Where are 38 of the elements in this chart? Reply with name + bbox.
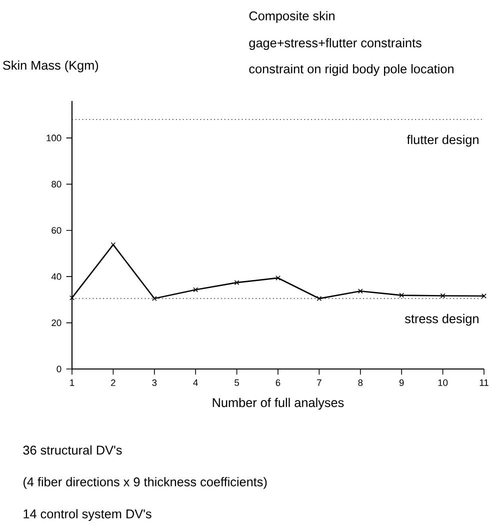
y-tick-label: 40 (51, 273, 62, 280)
text: (4 fiber directions x 9 thickness coefficients) (24, 477, 267, 489)
x-tick-label: 3 (152, 379, 157, 386)
x-tick-label: 7 (317, 379, 322, 386)
point (234, 280, 240, 286)
text: 36 structural DV's (23, 445, 122, 455)
chart-subtitle: gage+stress+flutter constraints (249, 38, 422, 50)
point (110, 242, 116, 248)
point (152, 296, 157, 302)
y-tick-label: 80 (52, 180, 62, 188)
x-axis-title: Number of full analyses (212, 398, 344, 410)
point (276, 275, 280, 280)
x-tick-label: 8 (358, 379, 363, 386)
x-tick-label: 5 (234, 379, 239, 386)
point (358, 288, 363, 294)
y-axis-title: Skin Mass (Kgm) (3, 60, 98, 72)
y-tick-label: 60 (52, 227, 62, 234)
x-tick-label: 6 (276, 379, 280, 386)
x-tick-label: 11 (480, 379, 488, 386)
point (399, 292, 404, 298)
x-tick-label: 10 (438, 379, 448, 386)
point (316, 296, 322, 302)
text: constraint on rigid body pole location (249, 64, 454, 76)
point (482, 294, 486, 298)
x-tick-label: 1 (70, 379, 74, 386)
x-tick-label: 2 (111, 379, 116, 386)
point (193, 287, 198, 292)
y-tick-label: 20 (52, 320, 62, 326)
y-tick-label: 0 (56, 366, 62, 372)
text: 14 control system DV's (24, 509, 152, 521)
chart-title: Composite skin (249, 11, 334, 23)
ref-line-label: stress design (405, 314, 478, 326)
x-tick-label: 9 (399, 379, 404, 386)
x-tick-label: 4 (193, 379, 198, 386)
point (70, 295, 74, 300)
y-tick-label: 100 (46, 134, 62, 142)
ref-line-label: flutter design (406, 134, 478, 147)
point (440, 293, 446, 298)
